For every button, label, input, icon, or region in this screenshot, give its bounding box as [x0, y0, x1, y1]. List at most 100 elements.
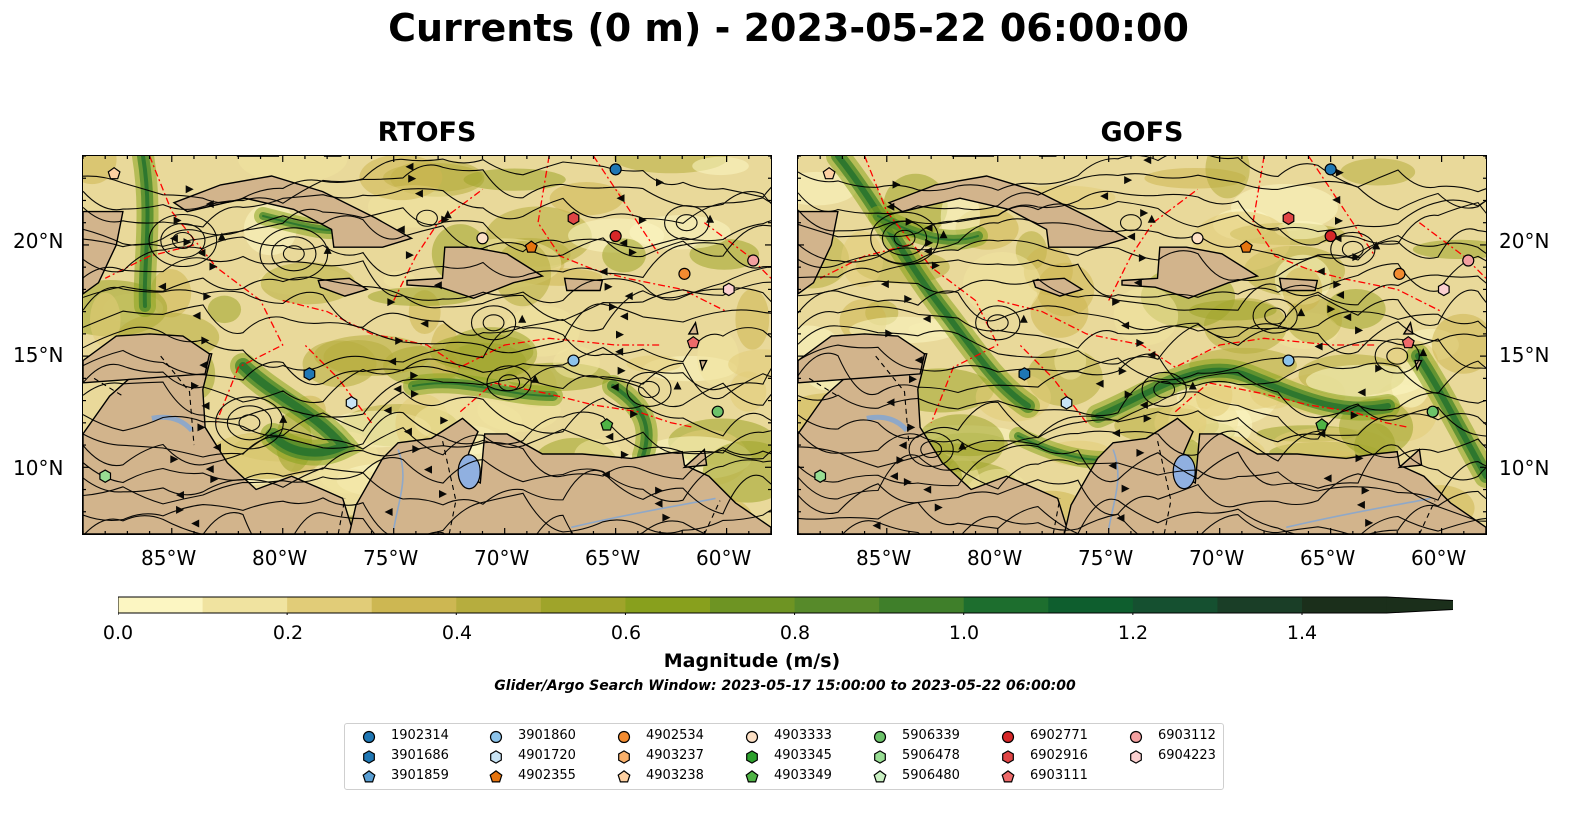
float-marker-6903111	[686, 335, 700, 349]
colorbar-tick: 1.2	[1117, 622, 1149, 644]
colorbar-swatch	[794, 597, 880, 613]
float-marker-4903238	[822, 166, 836, 180]
float-marker-1902314	[609, 163, 622, 176]
legend-marker-hexagon	[618, 750, 630, 764]
legend-label: 4903237	[646, 748, 704, 763]
magnitude-colorbar	[118, 596, 1453, 615]
legend-marker-hexagon	[490, 750, 502, 764]
colorbar-tick: 1.0	[948, 622, 980, 644]
colorbar-swatch	[1217, 597, 1303, 613]
colorbar-swatch	[371, 597, 457, 613]
lon-tick-rtofs: 80°W	[252, 546, 308, 570]
float-marker-3901686	[1018, 367, 1031, 381]
colorbar-tick: 1.4	[1286, 622, 1318, 644]
legend-marker-circle	[873, 730, 887, 744]
legend-marker-hexagon	[363, 750, 375, 764]
float-marker-5906478	[99, 469, 112, 483]
legend-marker-circle	[617, 730, 631, 744]
lon-tick-gofs: 80°W	[967, 546, 1023, 570]
legend-label: 3901859	[391, 768, 449, 783]
colorbar-swatch	[1302, 597, 1388, 613]
float-marker-6904223	[1437, 282, 1450, 297]
legend-label: 1902314	[391, 728, 449, 743]
colorbar-tick: 0.8	[779, 622, 811, 644]
colorbar-swatch	[456, 597, 542, 613]
legend-label: 4902355	[518, 768, 576, 783]
legend-label: 6902916	[1030, 748, 1088, 763]
colorbar-swatch	[202, 597, 288, 613]
gofs-panel-title: GOFS	[1100, 117, 1184, 148]
legend-label: 4902534	[646, 728, 704, 743]
lon-tick-gofs: 65°W	[1300, 546, 1356, 570]
lon-tick-rtofs: 70°W	[474, 546, 530, 570]
lon-tick-rtofs: 60°W	[696, 546, 752, 570]
float-marker-3901686	[303, 367, 316, 381]
legend-label: 6904223	[1158, 748, 1216, 763]
float-marker-6902771	[1324, 229, 1337, 243]
legend-label: 6903111	[1030, 768, 1088, 783]
float-marker-4903349	[600, 418, 614, 431]
float-marker-5906478	[814, 469, 827, 483]
legend-marker-circle	[362, 730, 376, 744]
colorbar-swatch	[287, 597, 373, 613]
legend-label: 5906339	[902, 728, 960, 743]
colorbar-tick: 0.2	[272, 622, 304, 644]
legend-marker-pentagon	[873, 770, 887, 783]
legend-label: 5906478	[902, 748, 960, 763]
rtofs-panel-title: RTOFS	[377, 117, 477, 148]
legend-marker-pentagon	[617, 770, 631, 783]
legend-marker-circle	[489, 730, 503, 744]
float-marker-4901720	[345, 396, 358, 410]
legend-marker-hexagon	[746, 750, 758, 764]
colorbar-swatch	[879, 597, 965, 613]
float-legend: 1902314 3901686 3901859 3901860 4901720 49023…	[344, 723, 1224, 790]
legend-label: 4903345	[774, 748, 832, 763]
rtofs-current-map	[82, 155, 772, 535]
float-marker-4903333	[1191, 232, 1204, 245]
gofs-current-map	[797, 155, 1487, 535]
lat-tick-left: 15°N	[13, 343, 64, 367]
legend-label: 4903349	[774, 768, 832, 783]
figure-title: Currents (0 m) - 2023-05-22 06:00:00	[388, 6, 1189, 50]
lon-tick-rtofs: 65°W	[585, 546, 641, 570]
colorbar-swatch	[1132, 597, 1218, 613]
float-marker-6904223	[722, 282, 735, 297]
lon-tick-gofs: 85°W	[856, 546, 912, 570]
legend-label: 4903333	[774, 728, 832, 743]
float-marker-3901860	[1282, 354, 1295, 367]
lon-tick-rtofs: 85°W	[141, 546, 197, 570]
lat-tick-left: 10°N	[13, 456, 64, 480]
colorbar-swatch	[118, 597, 204, 613]
search-window-caption: Glider/Argo Search Window: 2023-05-17 15…	[494, 678, 1076, 694]
float-marker-5906339	[711, 405, 724, 418]
legend-label: 4901720	[518, 748, 576, 763]
float-marker-6902916	[1282, 211, 1295, 226]
legend-marker-hexagon	[874, 750, 886, 764]
legend-marker-circle	[745, 730, 759, 744]
float-marker-4903238	[107, 166, 121, 180]
lon-tick-rtofs: 75°W	[363, 546, 419, 570]
colorbar-tick: 0.6	[610, 622, 642, 644]
float-marker-4902355	[524, 240, 538, 253]
colorbar-swatch	[710, 597, 796, 613]
float-marker-4902534	[678, 267, 691, 280]
float-marker-4901720	[1060, 396, 1073, 410]
colorbar-swatch	[963, 597, 1049, 613]
colorbar-swatch	[1048, 597, 1134, 613]
legend-label: 5906480	[902, 768, 960, 783]
legend-label: 4903238	[646, 768, 704, 783]
lon-tick-gofs: 70°W	[1189, 546, 1245, 570]
legend-marker-pentagon	[1001, 770, 1015, 783]
lat-tick-right: 20°N	[1499, 229, 1550, 253]
float-marker-4902534	[1393, 267, 1406, 280]
legend-marker-circle	[1001, 730, 1015, 744]
float-marker-4903333	[476, 232, 489, 245]
colorbar-swatch	[625, 597, 711, 613]
float-marker-4902355	[1239, 240, 1253, 253]
legend-label: 3901686	[391, 748, 449, 763]
colorbar-tick: 0.4	[441, 622, 473, 644]
lon-tick-gofs: 75°W	[1078, 546, 1134, 570]
lat-tick-right: 15°N	[1499, 343, 1550, 367]
lat-tick-right: 10°N	[1499, 456, 1550, 480]
colorbar-label: Magnitude (m/s)	[663, 650, 841, 672]
